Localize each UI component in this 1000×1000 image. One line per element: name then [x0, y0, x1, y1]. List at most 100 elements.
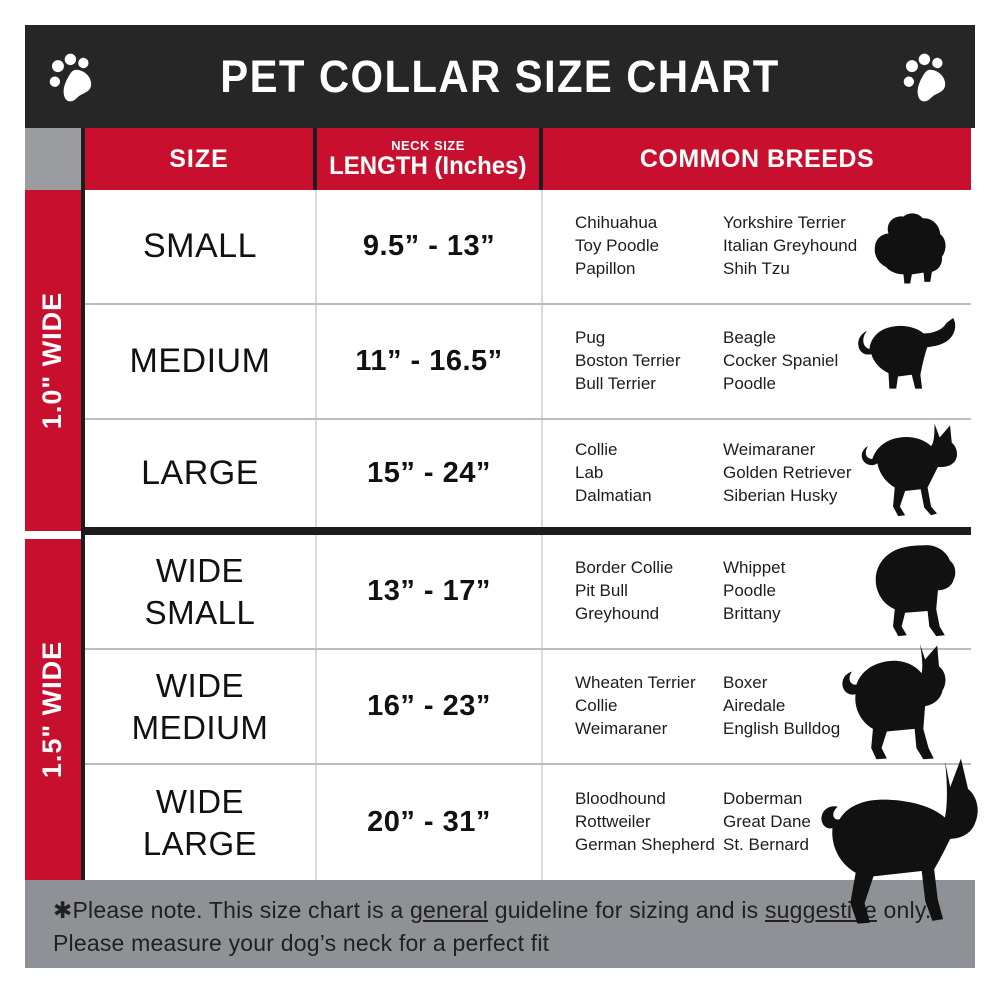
group-divider	[25, 531, 81, 539]
breed-item: Italian Greyhound	[723, 236, 858, 256]
table-row: WIDE LARGE 20” - 31” Bloodhound Rottweil…	[85, 765, 971, 880]
cell-size-line-1: WIDE	[155, 667, 245, 705]
size-table: SIZE NECK SIZE LENGTH (Inches) COMMON BR…	[25, 128, 975, 880]
cell-breeds: Pug Boston Terrier Bull Terrier Beagle C…	[543, 305, 971, 418]
footer-asterisk: ✱	[53, 897, 73, 923]
page-title: PET COLLAR SIZE CHART	[220, 50, 780, 102]
group-label-text: 1.5" WIDE	[37, 640, 68, 779]
breed-column-2: Weimaraner Golden Retriever Siberian Hus…	[723, 439, 893, 508]
breed-item: Pit Bull	[575, 581, 628, 601]
cell-size: LARGE	[85, 420, 317, 527]
cell-breeds: Border Collie Pit Bull Greyhound Whippet…	[543, 535, 971, 648]
breed-item: Collie	[575, 696, 618, 716]
breed-item: Bull Terrier	[575, 373, 656, 393]
table-column-headers: SIZE NECK SIZE LENGTH (Inches) COMMON BR…	[25, 128, 975, 190]
cell-length: 20” - 31”	[317, 765, 543, 880]
cell-breeds: Collie Lab Dalmatian Weimaraner Golden R…	[543, 420, 971, 527]
footer-note: ✱Please note. This size chart is a gener…	[25, 880, 975, 968]
group-label-text: 1.0" WIDE	[37, 291, 68, 430]
column-header-size: SIZE	[85, 128, 317, 190]
breed-item: Doberman	[723, 789, 803, 809]
table-body: 1.0" WIDE 1.5" WIDE SMALL 9.5” - 13” C	[25, 190, 975, 880]
corner-cell	[25, 128, 85, 190]
breed-item: Weimaraner	[723, 440, 816, 460]
breed-item: Bloodhound	[575, 789, 666, 809]
breed-item: Wheaten Terrier	[575, 673, 696, 693]
breed-item: Lab	[575, 463, 604, 483]
breed-item: Whippet	[723, 558, 786, 578]
breed-item: Rottweiler	[575, 812, 651, 832]
breed-item: Greyhound	[575, 603, 660, 623]
breed-item: Siberian Husky	[723, 485, 838, 505]
cell-length: 9.5” - 13”	[317, 190, 543, 303]
breed-column-1: Wheaten Terrier Collie Weimaraner	[575, 672, 723, 741]
cell-size: MEDIUM	[85, 305, 317, 418]
breed-column-2: Whippet Poodle Brittany	[723, 557, 893, 626]
breed-item: Beagle	[723, 328, 776, 348]
chart-header: PET COLLAR SIZE CHART	[25, 25, 975, 128]
footer-line-1: ✱Please note. This size chart is a gener…	[53, 894, 947, 927]
group-label-1-5-wide: 1.5" WIDE	[25, 539, 81, 880]
breed-item: Shih Tzu	[723, 258, 790, 278]
breed-item: Chihuahua	[575, 213, 658, 233]
cell-length: 15” - 24”	[317, 420, 543, 527]
column-header-length-sublabel: NECK SIZE	[391, 137, 465, 153]
cell-size-line-2: MEDIUM	[131, 708, 269, 746]
cell-size-line-1: WIDE	[155, 783, 245, 821]
table-row: SMALL 9.5” - 13” Chihuahua Toy Poodle Pa…	[85, 190, 971, 305]
cell-breeds: Bloodhound Rottweiler German Shepherd Do…	[543, 765, 971, 880]
group-label-1-0-wide: 1.0" WIDE	[25, 190, 81, 531]
breed-item: Boston Terrier	[575, 351, 681, 371]
breed-column-1: Border Collie Pit Bull Greyhound	[575, 557, 723, 626]
breed-column-2: Doberman Great Dane St. Bernard	[723, 788, 893, 857]
breed-item: St. Bernard	[723, 834, 809, 854]
breed-item: Cocker Spaniel	[723, 351, 839, 371]
footer-text-b: guideline for sizing and is	[488, 897, 765, 923]
cell-length: 16” - 23”	[317, 650, 543, 763]
table-row: WIDE SMALL 13” - 17” Border Collie Pit B…	[85, 535, 971, 650]
footer-line-2: Please measure your dog’s neck for a per…	[53, 929, 550, 956]
width-group-column: 1.0" WIDE 1.5" WIDE	[25, 190, 85, 880]
breed-item: Great Dane	[723, 812, 811, 832]
breed-item: Weimaraner	[575, 718, 668, 738]
breed-column-1: Bloodhound Rottweiler German Shepherd	[575, 788, 723, 857]
breed-item: German Shepherd	[575, 834, 715, 854]
cell-length: 13” - 17”	[317, 535, 543, 648]
breed-item: Poodle	[723, 581, 776, 601]
breed-column-1: Chihuahua Toy Poodle Papillon	[575, 212, 723, 281]
cell-breeds: Wheaten Terrier Collie Weimaraner Boxer …	[543, 650, 971, 763]
breed-item: Collie	[575, 440, 618, 460]
cell-size: WIDE MEDIUM	[85, 650, 317, 763]
cell-size: SMALL	[85, 190, 317, 303]
breed-item: English Bulldog	[723, 718, 841, 738]
breed-column-2: Boxer Airedale English Bulldog	[723, 672, 893, 741]
table-rows: SMALL 9.5” - 13” Chihuahua Toy Poodle Pa…	[85, 190, 971, 880]
footer-underline-general: general	[409, 897, 489, 923]
footer-text-c: only.	[876, 897, 932, 923]
cell-size: WIDE LARGE	[85, 765, 317, 880]
column-header-length-main: LENGTH (Inches)	[329, 151, 527, 180]
breed-item: Golden Retriever	[723, 463, 852, 483]
column-header-length: NECK SIZE LENGTH (Inches)	[317, 128, 543, 190]
footer-underline-suggestive: suggestive	[764, 897, 877, 923]
breed-item: Airedale	[723, 696, 786, 716]
breed-column-2: Yorkshire Terrier Italian Greyhound Shih…	[723, 212, 893, 281]
breed-item: Border Collie	[575, 558, 674, 578]
breed-item: Boxer	[723, 673, 768, 693]
paw-print-icon	[903, 53, 946, 101]
breed-item: Yorkshire Terrier	[723, 213, 846, 233]
breed-item: Brittany	[723, 603, 781, 623]
cell-size-line-2: SMALL	[144, 593, 256, 631]
table-row: WIDE MEDIUM 16” - 23” Wheaten Terrier Co…	[85, 650, 971, 765]
column-header-breeds: COMMON BREEDS	[543, 128, 971, 190]
cell-length: 11” - 16.5”	[317, 305, 543, 418]
table-row: LARGE 15” - 24” Collie Lab Dalmatian Wei…	[85, 420, 971, 535]
cell-breeds: Chihuahua Toy Poodle Papillon Yorkshire …	[543, 190, 971, 303]
cell-size: WIDE SMALL	[85, 535, 317, 648]
cell-size-line-1: WIDE	[155, 552, 245, 590]
breed-column-2: Beagle Cocker Spaniel Poodle	[723, 327, 893, 396]
breed-item: Pug	[575, 328, 606, 348]
breed-item: Dalmatian	[575, 485, 652, 505]
breed-column-1: Collie Lab Dalmatian	[575, 439, 723, 508]
